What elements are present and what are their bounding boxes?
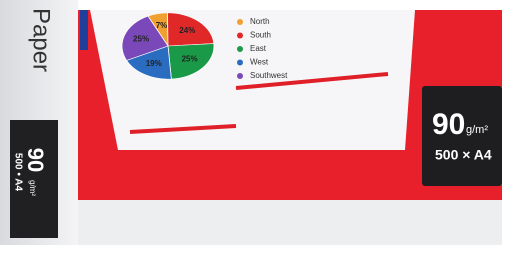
spine-weight-unit: g/m² xyxy=(28,180,37,196)
legend-swatch xyxy=(237,46,243,52)
photo: Paper 90 g/m² 500 • A4 90 g/m² 500 × A4 … xyxy=(0,0,507,258)
legend-label: West xyxy=(250,58,269,67)
brand-text: Paper xyxy=(28,8,55,72)
slice-label: 24% xyxy=(179,26,195,35)
legend-swatch xyxy=(237,60,243,66)
legend-swatch xyxy=(237,73,243,79)
pie-chart xyxy=(122,13,214,79)
legend-label: East xyxy=(250,44,267,53)
legend-swatch xyxy=(237,19,243,25)
slice-label: 19% xyxy=(146,59,162,68)
count-text: 500 × A4 xyxy=(435,147,492,163)
package-bottom xyxy=(78,200,502,245)
spine-weight-text: 90 xyxy=(23,148,48,172)
weight-text: 90 xyxy=(432,108,465,141)
spine-count-text: 500 • A4 xyxy=(12,153,23,192)
legend-label: South xyxy=(250,31,271,40)
spine-brand: Paper xyxy=(28,8,55,72)
slice-label: 25% xyxy=(133,34,149,43)
legend-swatch xyxy=(237,33,243,39)
legend-label: North xyxy=(250,17,270,26)
blue-stripe xyxy=(80,10,88,50)
slice-label: 25% xyxy=(182,55,198,64)
weight-unit: g/m² xyxy=(466,124,488,136)
legend-label: Southwest xyxy=(250,71,288,80)
slice-label: 7% xyxy=(156,21,168,30)
